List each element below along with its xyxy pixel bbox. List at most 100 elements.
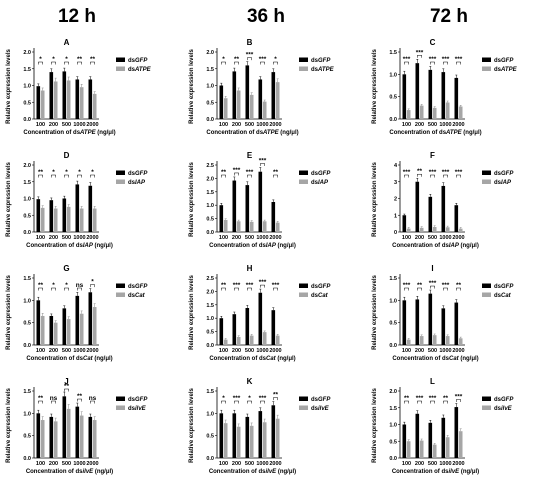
bar-treatment xyxy=(249,221,254,232)
y-axis-label: Relative expression levels xyxy=(6,387,12,462)
significance-label: *** xyxy=(429,395,437,402)
bar-dsgfp xyxy=(428,196,433,232)
x-tick-label: 2000 xyxy=(452,122,464,128)
bar-dsgfp xyxy=(62,396,67,458)
x-tick-label: 2000 xyxy=(86,235,98,241)
x-tick-label: 200 xyxy=(232,235,241,241)
y-axis-label: Relative expression levels xyxy=(189,161,195,236)
x-tick-label: 200 xyxy=(232,122,241,128)
bar-dsgfp xyxy=(415,299,420,345)
significance-bracket xyxy=(51,61,56,65)
bar-treatment xyxy=(66,80,71,119)
significance-bracket xyxy=(430,61,435,65)
bar-dsgfp xyxy=(75,406,80,458)
legend-label: dsATPE xyxy=(311,67,335,73)
y-tick-label: 1.5 xyxy=(23,276,31,282)
legend-swatch xyxy=(482,396,491,401)
x-axis-label: Concentration of dsATPE (ng/μl) xyxy=(389,130,481,136)
bar-dsgfp xyxy=(415,413,420,458)
bar-dsgfp xyxy=(88,79,93,119)
significance-bracket xyxy=(443,287,448,291)
y-tick-label: 3 xyxy=(394,180,397,186)
significance-label: *** xyxy=(233,395,241,402)
bar-treatment xyxy=(419,227,424,232)
y-tick-label: 2 xyxy=(394,197,397,203)
bar-treatment xyxy=(236,426,241,458)
x-tick-label: 500 xyxy=(62,122,71,128)
bar-treatment xyxy=(79,208,84,232)
y-tick-label: 0.0 xyxy=(206,230,214,236)
y-tick-label: 0.5 xyxy=(206,100,214,106)
bar-treatment xyxy=(223,219,228,232)
bar-treatment xyxy=(406,110,411,119)
y-tick-label: 1.0 xyxy=(206,84,214,90)
legend-label: dsGFP xyxy=(494,58,514,64)
y-tick-label: 0.0 xyxy=(23,117,31,123)
x-tick-label: 2000 xyxy=(269,348,281,354)
bar-dsgfp xyxy=(441,72,446,119)
bar-dsgfp xyxy=(36,199,41,232)
x-tick-label: 1000 xyxy=(439,235,451,241)
significance-label: * xyxy=(222,56,225,63)
legend-label: dsilvE xyxy=(311,406,330,412)
x-tick-label: 2000 xyxy=(269,122,281,128)
significance-bracket xyxy=(247,400,252,404)
x-tick-label: 500 xyxy=(62,461,71,467)
x-tick-label: 100 xyxy=(219,348,228,354)
bar-treatment xyxy=(40,315,45,345)
x-tick-label: 500 xyxy=(428,235,437,241)
x-tick-label: 100 xyxy=(402,122,411,128)
significance-label: ** xyxy=(417,282,423,289)
legend-swatch xyxy=(299,405,308,410)
chart-panel: G Relative expression levels 0.0 0.5 1.0 1.5 *… xyxy=(6,264,148,362)
significance-bracket xyxy=(417,400,422,404)
chart-panel: B Relative expression levels 0.0 0.5 1.0 1.5 2… xyxy=(189,38,335,136)
y-tick-label: 1.5 xyxy=(389,276,397,282)
bar-dsgfp xyxy=(271,405,276,458)
x-tick-label: 100 xyxy=(402,348,411,354)
bar-dsgfp xyxy=(402,424,407,458)
significance-bracket xyxy=(456,399,461,403)
y-axis-label: Relative expression levels xyxy=(372,48,378,123)
y-tick-label: 1.0 xyxy=(206,316,214,322)
bar-dsgfp xyxy=(88,185,93,232)
bar-treatment xyxy=(92,208,97,232)
significance-label: ** xyxy=(273,169,279,176)
significance-bracket xyxy=(430,285,435,289)
significance-label: * xyxy=(65,282,68,289)
bar-dsgfp xyxy=(258,411,263,458)
panel-label: L xyxy=(430,377,435,386)
y-tick-label: 2.5 xyxy=(206,276,214,282)
x-tick-label: 2000 xyxy=(452,461,464,467)
x-tick-label: 100 xyxy=(402,235,411,241)
legend-label: dsATPE xyxy=(128,67,152,73)
legend-label: dsIAP xyxy=(494,180,512,186)
y-tick-label: 1.5 xyxy=(206,67,214,73)
bar-dsgfp xyxy=(415,181,420,232)
x-tick-label: 100 xyxy=(36,461,45,467)
bar-treatment xyxy=(458,106,463,119)
significance-label: ** xyxy=(273,392,279,399)
x-tick-label: 200 xyxy=(232,348,241,354)
legend-swatch xyxy=(299,396,308,401)
bar-treatment xyxy=(79,313,84,345)
x-tick-label: 500 xyxy=(245,122,254,128)
y-tick-label: 2.0 xyxy=(23,50,31,56)
significance-bracket xyxy=(273,287,278,291)
y-tick-label: 1.5 xyxy=(23,389,31,395)
y-axis-label: Relative expression levels xyxy=(372,387,378,462)
legend-swatch xyxy=(482,283,491,288)
significance-bracket xyxy=(90,400,95,404)
significance-bracket xyxy=(38,287,43,291)
x-tick-label: 200 xyxy=(49,122,58,128)
y-tick-label: 0.5 xyxy=(206,217,214,223)
bar-treatment xyxy=(249,335,254,345)
bar-treatment xyxy=(262,101,267,119)
x-axis-label: Concentration of dsATPE (ng/μl) xyxy=(23,130,115,136)
y-axis-label: Relative expression levels xyxy=(189,48,195,123)
y-tick-label: 0.5 xyxy=(389,95,397,101)
x-tick-label: 1000 xyxy=(256,348,268,354)
bar-treatment xyxy=(92,307,97,345)
chart-panel: A Relative expression levels 0.0 0.5 1.0 1.5 2… xyxy=(6,38,152,136)
legend-swatch xyxy=(299,292,308,297)
